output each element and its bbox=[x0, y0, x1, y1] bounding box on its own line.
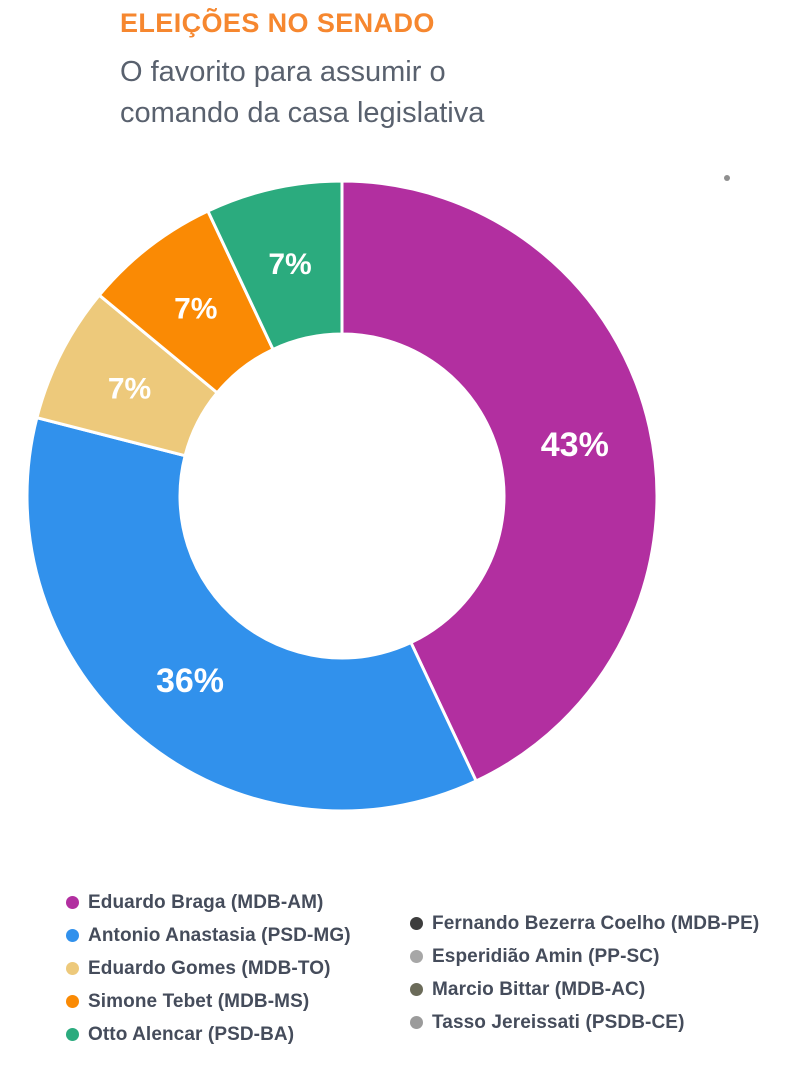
legend-item-label: Otto Alencar (PSD-BA) bbox=[88, 1023, 295, 1045]
legend-item: Tasso Jereissati (PSDB-CE) bbox=[410, 1006, 759, 1039]
legend-item-label: Marcio Bittar (MDB-AC) bbox=[432, 978, 646, 1000]
slice-value-label: 36% bbox=[156, 662, 224, 700]
legend-dot-icon bbox=[410, 950, 423, 963]
legend-item: Fernando Bezerra Coelho (MDB-PE) bbox=[410, 907, 759, 940]
legend-dot-icon bbox=[66, 929, 79, 942]
legend-item-label: Antonio Anastasia (PSD-MG) bbox=[88, 924, 351, 946]
slice-value-label: 7% bbox=[268, 248, 311, 281]
legend-dot-icon bbox=[410, 1016, 423, 1029]
legend-item-label: Fernando Bezerra Coelho (MDB-PE) bbox=[432, 912, 760, 934]
legend-item-label: Esperidião Amin (PP-SC) bbox=[432, 945, 660, 967]
page-subtitle: O favorito para assumir o comando da cas… bbox=[120, 52, 484, 134]
legend-item: Esperidião Amin (PP-SC) bbox=[410, 940, 759, 973]
legend-item-label: Eduardo Gomes (MDB-TO) bbox=[88, 957, 331, 979]
donut-slice-Otto Alencar (PSD-BA) bbox=[206, 179, 344, 351]
subtitle-line-2: comando da casa legislativa bbox=[120, 97, 485, 129]
decorative-dot bbox=[724, 175, 730, 181]
slice-value-label: 7% bbox=[108, 373, 151, 406]
legend-dot-icon bbox=[410, 983, 423, 996]
legend-dot-icon bbox=[66, 1028, 79, 1041]
donut-slice-Antonio Anastasia (PSD-MG) bbox=[25, 416, 478, 813]
legend-column-right: Fernando Bezerra Coelho (MDB-PE) Esperidi… bbox=[410, 907, 759, 1039]
slice-value-label: 43% bbox=[541, 426, 609, 464]
legend-item: Marcio Bittar (MDB-AC) bbox=[410, 973, 759, 1006]
legend-column-left: Eduardo Braga (MDB-AM) Antonio Anastasia … bbox=[66, 886, 351, 1051]
legend-dot-icon bbox=[410, 917, 423, 930]
chart-header: ELEIÇÕES NO SENADO O favorito para assum… bbox=[120, 8, 484, 134]
legend-item-label: Tasso Jereissati (PSDB-CE) bbox=[432, 1011, 685, 1033]
legend-item: Antonio Anastasia (PSD-MG) bbox=[66, 919, 351, 952]
legend-item-label: Eduardo Braga (MDB-AM) bbox=[88, 891, 324, 913]
legend-item: Eduardo Braga (MDB-AM) bbox=[66, 886, 351, 919]
slice-value-label: 7% bbox=[174, 292, 217, 325]
legend-dot-icon bbox=[66, 896, 79, 909]
page-title: ELEIÇÕES NO SENADO bbox=[120, 8, 435, 38]
legend-item: Otto Alencar (PSD-BA) bbox=[66, 1018, 351, 1051]
legend-item-label: Simone Tebet (MDB-MS) bbox=[88, 990, 310, 1012]
legend-dot-icon bbox=[66, 995, 79, 1008]
subtitle-line-1: O favorito para assumir o bbox=[120, 56, 446, 88]
legend-item: Eduardo Gomes (MDB-TO) bbox=[66, 952, 351, 985]
legend-dot-icon bbox=[66, 962, 79, 975]
legend-item: Simone Tebet (MDB-MS) bbox=[66, 985, 351, 1018]
donut-slice-Eduardo Braga (MDB-AM) bbox=[340, 179, 659, 783]
